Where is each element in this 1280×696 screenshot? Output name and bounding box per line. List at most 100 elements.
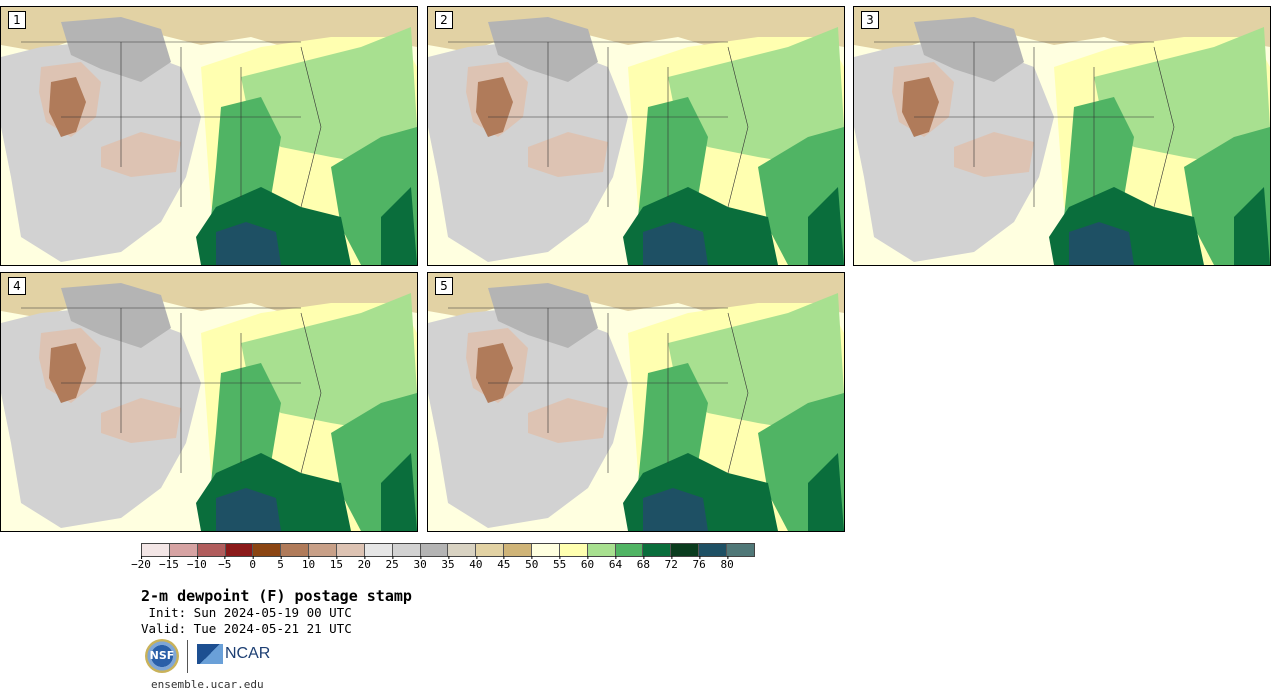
dewpoint-contour-region <box>643 222 708 265</box>
colorbar-swatch <box>309 544 338 556</box>
colorbar-tick-label: −15 <box>158 556 179 571</box>
colorbar-swatch <box>281 544 310 556</box>
panel-label: 5 <box>435 277 453 295</box>
colorbar-swatch <box>337 544 365 556</box>
colorbar-tick-label: −10 <box>186 556 207 571</box>
colorbar-tick-label: 72 <box>664 556 678 571</box>
colorbar-swatch <box>532 544 560 556</box>
colorbar-swatch <box>364 544 393 556</box>
state-borders <box>21 41 322 208</box>
colorbar-swatch <box>587 544 616 556</box>
colorbar-swatch <box>448 544 477 556</box>
map-panel-5[interactable]: 5 <box>427 272 845 532</box>
dewpoint-contour-region <box>643 488 708 531</box>
state-borders <box>21 307 322 474</box>
dewpoint-contour-region <box>216 488 281 531</box>
dewpoint-contour-region <box>49 77 86 137</box>
colorbar-swatch <box>699 544 728 556</box>
init-time: Init: Sun 2024-05-19 00 UTC <box>141 605 352 620</box>
colorbar-swatch <box>559 544 588 556</box>
colorbar-tick-label: 25 <box>385 556 399 571</box>
ncar-logo: NCAR <box>197 644 270 664</box>
ncar-mark-icon <box>197 644 223 664</box>
dewpoint-contour-region <box>488 283 598 348</box>
colorbar-tick-label: 10 <box>301 556 316 571</box>
colorbar-tick-label: 30 <box>413 556 427 571</box>
dewpoint-contour-region <box>476 77 513 137</box>
panel-label: 3 <box>861 11 879 29</box>
ncar-text: NCAR <box>225 645 271 662</box>
dewpoint-contour-region <box>381 187 417 265</box>
dewpoint-contour-region <box>49 343 86 403</box>
colorbar-swatch <box>420 544 449 556</box>
colorbar-tick-label: 40 <box>469 556 483 571</box>
dewpoint-contour-region <box>241 27 417 167</box>
colorbar-tick-label: 68 <box>636 556 650 571</box>
dewpoint-contour-region <box>1094 27 1270 167</box>
dewpoint-contour-region <box>902 77 939 137</box>
dewpoint-contour-region <box>808 187 844 265</box>
state-borders <box>448 307 749 474</box>
plot-title: 2-m dewpoint (F) postage stamp <box>141 587 412 605</box>
colorbar-tick-label: 55 <box>553 556 567 571</box>
colorbar-swatch <box>253 544 282 556</box>
map-panel-3[interactable]: 3 <box>853 6 1271 266</box>
colorbar-tick-label: 50 <box>525 556 539 571</box>
colorbar-tick-label: −20 <box>131 556 151 571</box>
dewpoint-contour-region <box>381 453 417 531</box>
map-panel-4[interactable]: 4 <box>0 272 418 532</box>
colorbar-tick-label: 64 <box>608 556 623 571</box>
colorbar-swatch <box>225 544 254 556</box>
dewpoint-contour-region <box>668 27 844 167</box>
dewpoint-contour-region <box>1069 222 1134 265</box>
colorbar-tick-label: 20 <box>357 556 371 571</box>
colorbar-swatch <box>142 544 170 556</box>
colorbar-swatch <box>197 544 226 556</box>
colorbar <box>141 543 755 557</box>
colorbar-tick-label: 80 <box>720 556 734 571</box>
dewpoint-map <box>1 273 417 531</box>
dewpoint-map <box>428 273 844 531</box>
panel-label: 2 <box>435 11 453 29</box>
colorbar-tick-label: 35 <box>441 556 455 571</box>
dewpoint-contour-region <box>61 283 171 348</box>
colorbar-ticks: −20 −15 −10 −5 0 5 10 15 20 25 30 35 40 45 50 55 60 64 68 7… <box>131 556 755 578</box>
colorbar-tick-label: 0 <box>249 556 256 571</box>
dewpoint-contour-region <box>216 222 281 265</box>
panel-label: 1 <box>8 11 26 29</box>
colorbar-swatch <box>727 544 754 556</box>
dewpoint-contour-region <box>476 343 513 403</box>
colorbar-tick-label: 5 <box>277 556 284 571</box>
map-panel-1[interactable]: 1 <box>0 6 418 266</box>
dewpoint-contour-region <box>241 293 417 433</box>
dewpoint-contour-region <box>488 17 598 82</box>
dewpoint-map <box>1 7 417 265</box>
panel-label: 4 <box>8 277 26 295</box>
colorbar-swatch <box>504 544 533 556</box>
colorbar-swatch <box>671 544 700 556</box>
nsf-logo: NSF <box>145 639 179 673</box>
colorbar-swatch <box>615 544 644 556</box>
state-borders <box>874 41 1175 208</box>
colorbar-tick-label: −5 <box>218 556 232 571</box>
colorbar-swatch <box>643 544 672 556</box>
dewpoint-contour-region <box>914 17 1024 82</box>
colorbar-tick-label: 76 <box>692 556 706 571</box>
colorbar-swatch <box>169 544 198 556</box>
dewpoint-contour-region <box>668 293 844 433</box>
map-panel-2[interactable]: 2 <box>427 6 845 266</box>
colorbar-swatch <box>476 544 505 556</box>
dewpoint-map <box>854 7 1270 265</box>
footer-url[interactable]: ensemble.ucar.edu <box>151 678 264 691</box>
logo-divider <box>187 640 188 673</box>
valid-time: Valid: Tue 2024-05-21 21 UTC <box>141 621 352 636</box>
dewpoint-contour-region <box>808 453 844 531</box>
colorbar-tick-label: 45 <box>497 556 511 571</box>
dewpoint-map <box>428 7 844 265</box>
colorbar-tick-label: 15 <box>329 556 343 571</box>
colorbar-swatch <box>392 544 421 556</box>
dewpoint-contour-region <box>61 17 171 82</box>
state-borders <box>448 41 749 208</box>
dewpoint-contour-region <box>1234 187 1270 265</box>
colorbar-tick-label: 60 <box>580 556 595 571</box>
